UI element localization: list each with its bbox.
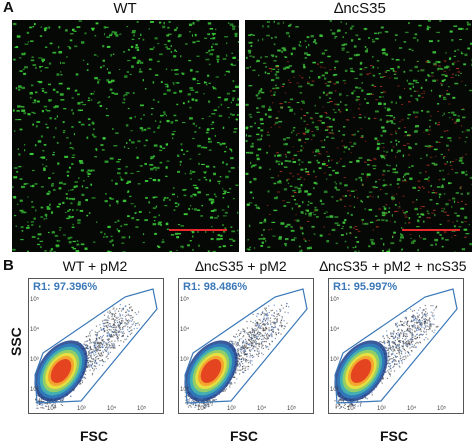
wt-biofilm-render [12, 20, 239, 252]
panel-b-label: B [3, 257, 14, 274]
gate-label-2: R1: 98.486% [183, 281, 248, 293]
y-tick-label: 10² [180, 387, 189, 393]
y-tick-label: 10⁴ [30, 326, 40, 333]
x-tick-label: 10³ [77, 406, 86, 412]
x-tick-label: 10² [197, 406, 206, 412]
flow-scatter-3: 10⁵ 10⁴ 10³ 10² 10² 10³ 10⁴ 10⁵ [330, 288, 458, 412]
mutant-microscopy-image [245, 20, 472, 252]
gate-r1 [184, 288, 308, 404]
x-axis-label-1: FSC [80, 428, 108, 444]
y-axis-label: SSC [8, 327, 24, 356]
x-tick-label: 10⁴ [407, 405, 417, 412]
y-tick-label: 10² [330, 387, 339, 393]
y-tick-label: 10³ [330, 357, 339, 363]
y-tick-label: 10⁴ [180, 326, 190, 333]
x-tick-label: 10² [47, 406, 56, 412]
x-tick-label: 10³ [377, 406, 386, 412]
flow-scatter-1: 10⁵ 10⁴ 10³ 10² 10² 10³ 10⁴ 10⁵ [30, 288, 158, 412]
x-tick-label: 10⁵ [287, 405, 297, 412]
mutant-biofilm-render [245, 20, 472, 252]
wt-microscopy-image [12, 20, 239, 252]
flow-plot-3: 10⁵ 10⁴ 10³ 10² 10² 10³ 10⁴ 10⁵ R1: 95.997% [328, 278, 464, 414]
x-tick-label: 10⁵ [437, 405, 447, 412]
y-tick-label: 10² [30, 387, 39, 393]
gate-label-3: R1: 95.997% [333, 281, 398, 293]
flow-plot-1: 10⁵ 10⁴ 10³ 10² 10² 10³ 10⁴ 10⁵ R1: 97.396% [28, 278, 164, 414]
mutant-image-title: ∆ncS35 [334, 0, 386, 17]
flow-plot-2: 10⁵ 10⁴ 10³ 10² 10² 10³ 10⁴ 10⁵ R1: 98.486% [178, 278, 314, 414]
y-tick-label: 10³ [180, 357, 189, 363]
y-tick-label: 10⁵ [180, 296, 190, 303]
wt-image-title: WT [113, 0, 137, 17]
y-tick-label: 10³ [30, 357, 39, 363]
gate-r1 [334, 288, 458, 404]
gate-label-1: R1: 97.396% [33, 281, 98, 293]
x-axis-label-3: FSC [380, 428, 408, 444]
flow-title-1: WT + pM2 [62, 258, 128, 274]
x-tick-label: 10³ [227, 406, 236, 412]
x-tick-label: 10⁵ [137, 405, 147, 412]
y-tick-label: 10⁴ [330, 326, 340, 333]
y-tick-label: 10⁵ [30, 296, 40, 303]
x-tick-label: 10⁴ [257, 405, 267, 412]
flow-title-3: ∆ncS35 + pM2 + ncS35 [319, 258, 467, 274]
x-tick-label: 10⁴ [107, 405, 117, 412]
flow-scatter-2: 10⁵ 10⁴ 10³ 10² 10² 10³ 10⁴ 10⁵ [180, 288, 308, 412]
gate-r1 [34, 288, 158, 404]
x-axis-label-2: FSC [230, 428, 258, 444]
flow-title-2: ∆ncS35 + pM2 [195, 258, 287, 274]
y-tick-label: 10⁵ [330, 296, 340, 303]
panel-a-label: A [3, 0, 14, 16]
x-tick-label: 10² [347, 406, 356, 412]
